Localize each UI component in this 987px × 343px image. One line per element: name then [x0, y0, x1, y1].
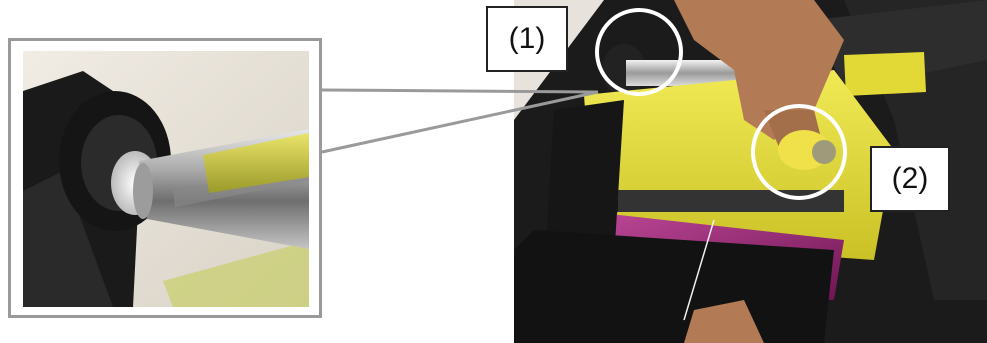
highlight-circle-1	[595, 8, 683, 96]
spool-closeup-illustration	[23, 51, 309, 307]
callout-text-2: (2)	[891, 162, 929, 195]
inset-spool-closeup	[23, 51, 309, 307]
callout-label-1: (1)	[486, 6, 568, 72]
highlight-circle-2	[751, 104, 847, 200]
callout-text-1: (1)	[508, 22, 546, 55]
inset-zoom-frame	[8, 38, 322, 318]
callout-label-2: (2)	[870, 146, 950, 212]
